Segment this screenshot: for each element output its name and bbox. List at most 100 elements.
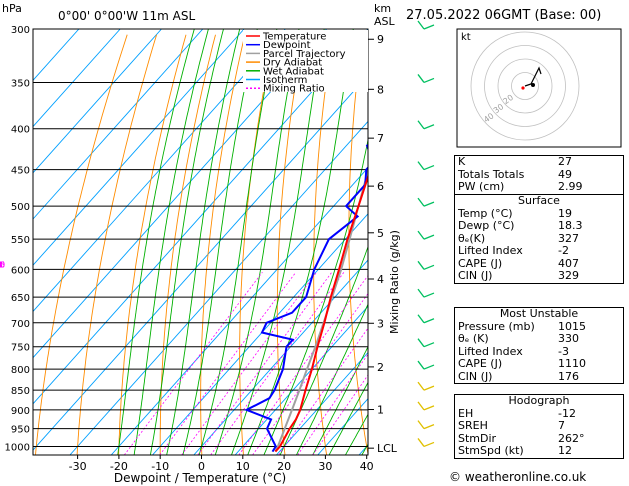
hodograph-ring [470, 31, 580, 141]
hodograph-table: Hodograph EH -12 SREH 7 StmDir 262° StmSpd (kt… [454, 394, 624, 459]
surface-name: Lifted Index [458, 244, 523, 257]
most-unstable-value: 1015 [558, 319, 586, 333]
wind-barb [423, 24, 435, 30]
mixing-ratio-label: 3 [0, 260, 3, 269]
mixing-ratio-axis-label: Mixing Ratio (g/kg) [388, 230, 401, 334]
wind-barb-flag [417, 401, 425, 411]
hodograph-origin-marker [521, 86, 525, 90]
height-axis: 9 8 7 6 5 4 3 2 1 LCL [368, 33, 398, 455]
hodograph-name: EH [458, 406, 474, 420]
wind-barb-flag [417, 314, 425, 324]
mixing-ratio-line [123, 271, 263, 455]
most-unstable-value: -3 [558, 344, 569, 358]
temperature-axis: -30 -20 -10 0 10 20 30 40 [69, 455, 374, 473]
pressure-tick-label: 800 [11, 365, 30, 376]
isotherm-line [33, 29, 162, 174]
surface-row: CAPE (J) 407 [455, 256, 624, 271]
most-unstable-name: Lifted Index [458, 344, 523, 358]
surface-value: 19 [558, 206, 572, 220]
isotherm-line [276, 351, 368, 455]
isotherm-line [33, 29, 245, 266]
isotherm-line [400, 29, 454, 455]
pressure-tick-label: 1000 [5, 442, 30, 453]
x-tick-label: 30 [318, 460, 332, 473]
temperature-profile [274, 173, 368, 453]
wet-adiabat-line [182, 29, 258, 455]
hodograph-value: 262° [558, 431, 585, 445]
surface-value: 327 [558, 231, 579, 245]
x-tick-label: 0 [198, 460, 205, 473]
km-tick-label: 1 [377, 404, 384, 417]
km-tick-label: 3 [377, 317, 384, 330]
mixing-ratio-label: 15 [0, 260, 5, 269]
wind-barb [423, 424, 435, 430]
km-tick-label: 2 [377, 361, 384, 374]
hodograph-row: SREH 7 [455, 419, 624, 433]
pressure-tick-label: 950 [11, 425, 30, 436]
legend-entry: Dewpoint [263, 40, 311, 51]
surface-row: Dewp (°C) 18.3 [455, 219, 624, 233]
pressure-tick-label: 300 [11, 25, 30, 36]
isotherm-line [33, 29, 286, 313]
wind-barb-flag [417, 230, 425, 240]
wind-barb-flag [417, 161, 425, 170]
dry-adiabat-line [416, 35, 451, 455]
surface-value: 407 [558, 256, 579, 270]
dry-adiabat-line [313, 34, 334, 455]
location-label: 0°00' 0°00'W 11m ASL [58, 9, 196, 23]
wet-adiabat-line [214, 29, 300, 455]
km-tick-label: 6 [377, 180, 384, 193]
wind-barb-flag [417, 20, 425, 30]
legend-entry: Mixing Ratio [263, 84, 325, 95]
pressure-axis: 300 350 400 450 500 550 600 650 700 750 800 850 900 9… [5, 25, 30, 453]
hodograph-row: StmSpd (kt) 12 [455, 444, 624, 458]
wind-barb [423, 234, 435, 240]
legend-box [243, 30, 368, 92]
mixing-ratio-line [159, 271, 297, 455]
km-tick-label: 8 [377, 83, 384, 96]
hodograph-trace [524, 66, 542, 87]
wet-adiabat-line [296, 303, 368, 455]
profiles [244, 47, 368, 453]
most-unstable-name: CAPE (J) [458, 357, 503, 370]
surface-name: CIN (J) [458, 269, 493, 282]
isotherm-line [33, 29, 204, 220]
wind-barb [423, 124, 435, 130]
hodograph-value: 7 [558, 419, 565, 432]
pressure-tick-label: 400 [11, 125, 30, 136]
km-tick-label: 7 [377, 132, 384, 145]
most-unstable-row: Pressure (mb) 1015 [455, 319, 624, 334]
isotherm-line [33, 29, 121, 128]
pressure-tick-label: 750 [11, 343, 30, 354]
wind-barb [423, 405, 435, 411]
surface-table: Surface Temp (°C) 19 Dewp (°C) 18.3 θₑ(K) 327… [454, 194, 624, 284]
hodograph-name: SREH [458, 419, 488, 432]
pressure-tick-label: 450 [11, 166, 30, 177]
indices-table: K 27 Totals Totals 49 PW (cm) 2.99 [454, 155, 624, 195]
hodograph-value: 12 [558, 444, 572, 457]
dewpoint-profile [244, 47, 368, 453]
wind-barb-flag [417, 197, 425, 207]
mixing-ratio-label: 4 [0, 260, 3, 269]
most-unstable-row: θₑ (K) 330 [455, 332, 624, 346]
most-unstable-value: 176 [558, 369, 579, 383]
dry-adiabat-line [159, 34, 216, 455]
x-tick-label: -20 [110, 460, 128, 473]
x-tick-label: 20 [277, 460, 291, 473]
most-unstable-row: CAPE (J) 1110 [455, 357, 624, 371]
plot-frame [32, 28, 369, 456]
hodograph-ring [497, 58, 553, 114]
index-row: PW (cm) 2.99 [455, 180, 624, 194]
surface-row: CIN (J) 329 [455, 269, 624, 283]
pressure-tick-label: 350 [11, 78, 30, 89]
isotherm-line [317, 398, 368, 455]
dry-adiabat-line [35, 34, 128, 455]
surface-row: Lifted Index -2 [455, 244, 624, 258]
wind-barb-flag [417, 420, 425, 430]
most-unstable-name: CIN (J) [458, 369, 493, 383]
date-label: 27.05.2022 06GMT (Base: 00) [406, 8, 602, 23]
km-tick-label: 5 [377, 227, 384, 240]
isotherm-line [33, 74, 368, 451]
most-unstable-value: 330 [558, 332, 579, 345]
